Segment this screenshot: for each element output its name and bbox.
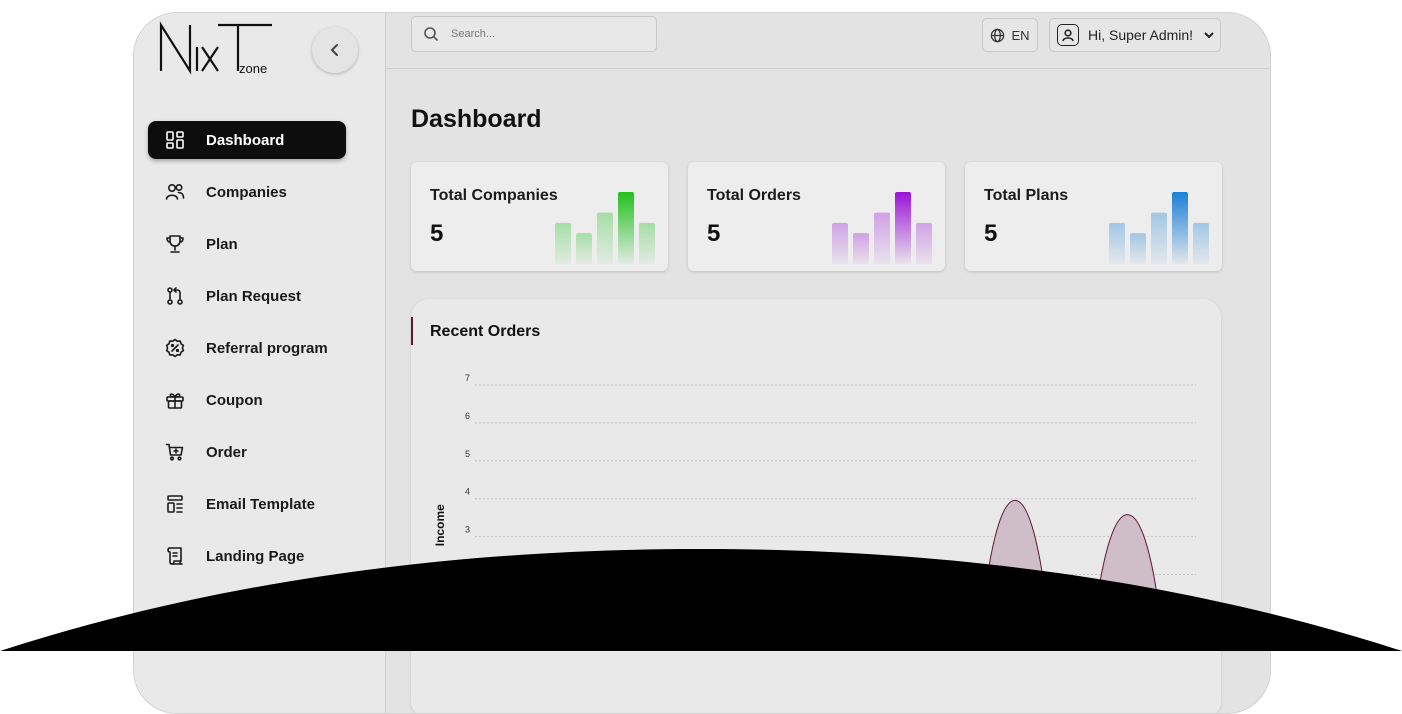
nixt-logo	[159, 21, 272, 75]
y-tick-label: 2	[465, 563, 470, 573]
cart-plus-icon	[164, 441, 186, 463]
recent-orders-title: Recent Orders	[430, 323, 541, 340]
sidebar-item-label: Companies	[206, 183, 287, 201]
title-accent-bar	[411, 317, 413, 345]
sidebar-item-plan[interactable]: Plan	[148, 225, 346, 263]
mini-bar	[916, 222, 932, 264]
recent-orders-card: Recent Orders 7 6 5 4 3 2 Income	[411, 299, 1221, 713]
top-bar: EN Hi, Super Admin!	[386, 13, 1270, 69]
sidebar-item-label: Plan	[206, 235, 238, 253]
user-icon	[1062, 29, 1074, 42]
sidebar-item-label: Landing Page	[206, 547, 305, 565]
git-pull-request-icon	[164, 285, 186, 307]
stat-card-plans: Total Plans 5	[965, 162, 1222, 271]
mini-bar	[1172, 192, 1188, 264]
sidebar-item-dashboard[interactable]: Dashboard	[148, 121, 346, 159]
scroll-icon	[164, 545, 186, 567]
mini-bar	[639, 222, 655, 264]
sidebar-item-plan-request[interactable]: Plan Request	[148, 277, 346, 315]
stat-value: 5	[984, 220, 998, 247]
stat-label: Total Orders	[707, 187, 801, 204]
users-icon	[164, 181, 186, 203]
area-peak	[1090, 514, 1165, 651]
search-box	[411, 16, 657, 52]
logo-sub-text: zone	[239, 61, 268, 76]
mini-bar	[555, 222, 571, 264]
sidebar-item-coupon[interactable]: Coupon	[148, 381, 346, 419]
user-greeting: Hi, Super Admin!	[1088, 27, 1194, 43]
template-icon	[164, 493, 186, 515]
mini-bar	[853, 233, 869, 264]
y-tick-label: 7	[465, 373, 470, 383]
search-input[interactable]	[449, 27, 633, 41]
mini-bar	[576, 233, 592, 264]
language-label: EN	[1011, 27, 1030, 43]
search-icon	[424, 27, 439, 42]
trophy-icon	[164, 233, 186, 255]
sidebar-item-label: Dashboard	[206, 131, 285, 149]
sidebar-item-label: Email Template	[206, 495, 315, 513]
y-axis-label: Income	[433, 504, 447, 546]
mini-bar-chart	[1109, 192, 1209, 264]
sidebar-item-label: Coupon	[206, 391, 263, 409]
stat-value: 5	[707, 220, 721, 247]
y-tick-label: 4	[465, 487, 470, 497]
stat-label: Total Plans	[984, 187, 1069, 204]
y-tick-label: 3	[465, 525, 470, 535]
sidebar-item-label: Plan Request	[206, 287, 302, 305]
dashboard-grid-icon	[164, 129, 186, 151]
collapse-sidebar-button[interactable]	[312, 27, 358, 73]
mini-bar	[1130, 233, 1146, 264]
area-peak	[978, 500, 1052, 651]
stat-value: 5	[430, 220, 444, 247]
sidebar-item-landing-page[interactable]: Landing Page	[148, 537, 346, 575]
stat-card-companies: Total Companies 5	[411, 162, 668, 271]
chevron-down-icon	[1204, 32, 1214, 39]
y-tick-label: 5	[465, 449, 470, 459]
mini-bar-chart	[832, 192, 932, 264]
chevron-left-icon	[330, 44, 338, 56]
user-menu-button[interactable]: Hi, Super Admin!	[1049, 18, 1221, 52]
stat-card-orders: Total Orders 5	[688, 162, 945, 271]
app-window: zone Dashboard Companies	[133, 12, 1271, 714]
language-button[interactable]: EN	[982, 18, 1038, 52]
avatar	[1057, 24, 1079, 46]
y-tick-label: 6	[465, 411, 470, 421]
globe-icon	[991, 28, 1005, 42]
page-title: Dashboard	[411, 105, 542, 133]
mini-bar	[1193, 222, 1209, 264]
sidebar-item-companies[interactable]: Companies	[148, 173, 346, 211]
mini-bar	[1151, 212, 1167, 264]
discount-badge-icon	[164, 337, 186, 359]
mini-bar	[895, 192, 911, 264]
mini-bar	[832, 222, 848, 264]
sidebar-item-label: Referral program	[206, 339, 328, 357]
stat-label: Total Companies	[430, 187, 558, 204]
mini-bar	[874, 212, 890, 264]
mini-bar	[597, 212, 613, 264]
sidebar-item-order[interactable]: Order	[148, 433, 346, 471]
mini-bar-chart	[555, 192, 655, 264]
sidebar-item-label: Order	[206, 443, 247, 461]
mini-bar	[1109, 222, 1125, 264]
sidebar: zone Dashboard Companies	[134, 13, 386, 713]
gift-icon	[164, 389, 186, 411]
sidebar-item-email-template[interactable]: Email Template	[148, 485, 346, 523]
sidebar-item-referral-program[interactable]: Referral program	[148, 329, 346, 367]
sidebar-nav: Dashboard Companies Plan Plan Request	[148, 121, 346, 589]
mini-bar	[618, 192, 634, 264]
recent-orders-chart: 7 6 5 4 3 2 Income	[433, 373, 1196, 651]
